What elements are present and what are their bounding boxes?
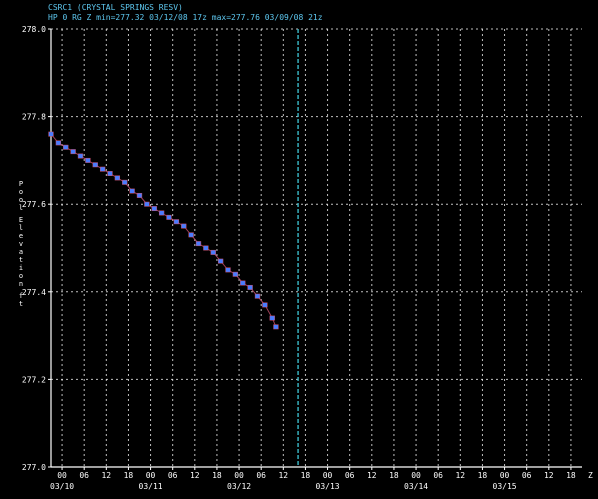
x-day-label: 03/14 (404, 482, 428, 491)
observed-point (173, 219, 180, 225)
observed-point (225, 267, 231, 273)
observed-point (188, 232, 194, 238)
observed-series (48, 131, 279, 330)
x-hour-label: 00 (323, 471, 333, 480)
observed-point (195, 241, 202, 247)
y-axis-label-char: o (19, 188, 23, 196)
observed-point (122, 179, 128, 185)
observed-point (158, 210, 165, 216)
y-axis-label-char: i (19, 264, 23, 272)
y-tick-label: 277.8 (22, 113, 46, 122)
x-hour-label: 06 (256, 471, 266, 480)
observed-point (217, 258, 224, 264)
station-title: CSRC1 (CRYSTAL SPRINGS RESV) (48, 3, 183, 12)
observed-point (254, 293, 261, 299)
axes (48, 28, 582, 470)
y-axis-label-char: E (19, 216, 23, 224)
x-hour-label: 18 (301, 471, 311, 480)
x-hour-label: 12 (190, 471, 200, 480)
x-hour-label: 18 (566, 471, 576, 480)
y-tick-label: 277.4 (22, 288, 46, 297)
y-axis-label-char: l (19, 224, 23, 232)
x-hour-label: 00 (57, 471, 67, 480)
y-tick-label: 277.6 (22, 200, 46, 209)
y-axis-label-char: l (19, 204, 23, 212)
x-hour-label: 12 (367, 471, 377, 480)
observed-point (129, 188, 135, 194)
observed-point (144, 201, 150, 207)
observed-point (210, 249, 216, 255)
x-day-label: 03/13 (316, 482, 340, 491)
x-hour-label: 12 (101, 471, 111, 480)
x-hour-label: 12 (278, 471, 288, 480)
x-hour-label: 06 (433, 471, 443, 480)
y-axis-label-char: e (19, 232, 23, 240)
x-hour-label: 12 (544, 471, 554, 480)
observed-point (63, 144, 69, 150)
y-axis-label-char: v (19, 240, 23, 248)
observed-point (136, 192, 143, 198)
x-hour-label: 06 (345, 471, 355, 480)
x-hour-label: 18 (212, 471, 222, 480)
observed-point (203, 245, 209, 251)
x-day-label: 03/12 (227, 482, 251, 491)
x-day-label: 03/15 (493, 482, 517, 491)
observed-point (70, 149, 76, 155)
y-tick-label: 277.2 (22, 375, 46, 384)
y-axis-label-char: t (19, 256, 23, 264)
observed-point (77, 153, 84, 159)
x-hour-label: 18 (478, 471, 488, 480)
y-axis-label-char: o (19, 272, 23, 280)
observed-trace (50, 133, 277, 327)
y-axis-label-char: n (19, 280, 23, 288)
observed-point (85, 157, 91, 163)
observed-point (107, 171, 113, 176)
x-hour-label: 18 (124, 471, 134, 480)
axis-labels: 00 06 12 18 00 06 12 18 00 06 12 18 00 06 12 18 00 06 12 18… (19, 25, 593, 491)
x-day-label: 03/11 (139, 482, 163, 491)
observed-point (269, 315, 275, 321)
observed-point (55, 140, 62, 146)
observed-point (151, 206, 157, 212)
y-tick-label: 277.0 (22, 463, 46, 472)
observed-point (262, 302, 268, 308)
x-hour-label: 00 (234, 471, 244, 480)
x-day-label: 03/10 (50, 482, 74, 491)
observed-point (232, 271, 239, 277)
observed-point (92, 162, 98, 168)
x-hour-label: 06 (79, 471, 89, 480)
y-tick-label: 278.0 (22, 25, 46, 34)
observed-point (273, 324, 279, 330)
observed-point (99, 166, 106, 172)
observed-point (48, 131, 54, 137)
x-hour-label: 06 (168, 471, 178, 480)
x-hour-label: 00 (411, 471, 421, 480)
observed-point (240, 280, 246, 286)
x-hour-label: 00 (500, 471, 510, 480)
observed-point (166, 214, 172, 220)
observed-point (247, 284, 253, 290)
observed-point (114, 175, 121, 181)
stats-line: HP 0 RG Z min=277.32 03/12/08 17z max=27… (48, 13, 323, 22)
grid-lines (51, 28, 582, 468)
x-hour-label: 06 (522, 471, 532, 480)
y-axis-label-char: f (19, 292, 23, 300)
observed-point (181, 223, 187, 229)
y-axis-label-char: a (19, 248, 23, 256)
x-hour-label: 18 (389, 471, 399, 480)
y-axis-label-char: P (19, 180, 23, 188)
x-hour-label: 00 (146, 471, 156, 480)
x-hour-label: 12 (455, 471, 465, 480)
x-axis-suffix: Z (588, 471, 593, 480)
y-axis-label-char: t (19, 300, 23, 308)
y-axis-label-char: o (19, 196, 23, 204)
